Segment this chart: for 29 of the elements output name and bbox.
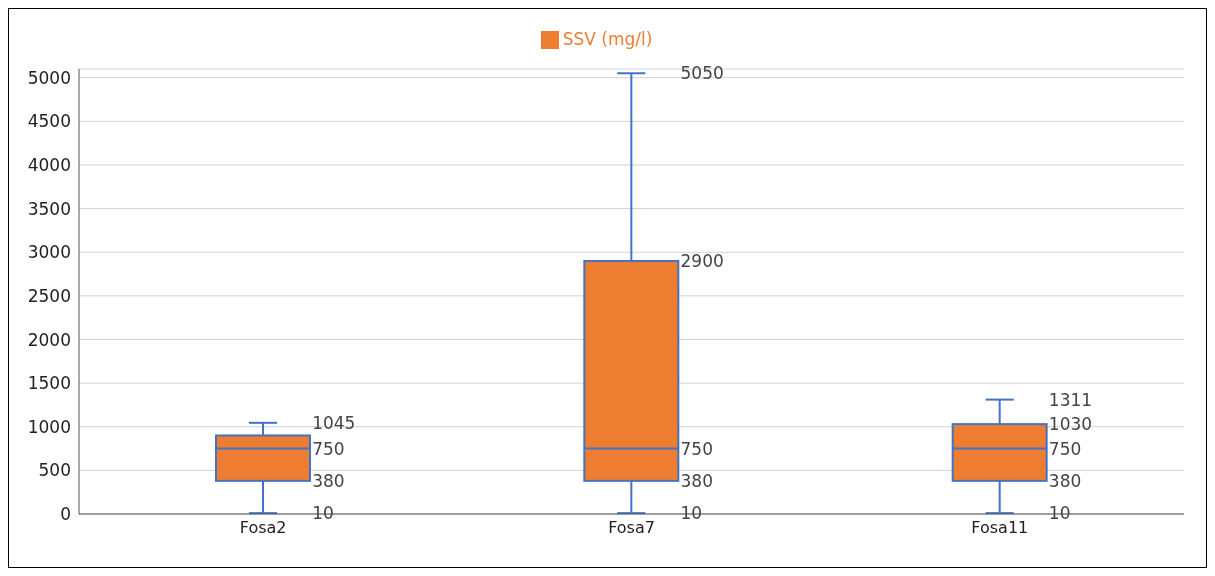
y-tick-label: 0 xyxy=(60,504,71,525)
annotation: 1045 xyxy=(312,412,356,433)
legend-label: SSV (mg/l) xyxy=(562,29,653,49)
annotation: 1311 xyxy=(1048,389,1093,410)
annotation: 380 xyxy=(312,470,345,491)
annotation: 380 xyxy=(680,470,713,491)
x-tick-label: Fosa7 xyxy=(608,518,655,538)
x-tick-label: Fosa11 xyxy=(971,518,1029,538)
y-tick-label: 2500 xyxy=(27,285,71,306)
y-tick-label: 1500 xyxy=(27,373,71,394)
annotation: 10 xyxy=(1048,503,1071,524)
annotation: 5050 xyxy=(680,63,724,84)
annotation: 750 xyxy=(680,438,713,459)
y-tick-label: 2000 xyxy=(27,329,71,350)
annotation: 2900 xyxy=(680,250,724,271)
y-tick-label: 3000 xyxy=(27,242,71,263)
annotation: 750 xyxy=(1048,438,1082,459)
y-tick-label: 5000 xyxy=(27,67,71,88)
annotation: 380 xyxy=(1048,470,1082,491)
y-tick-label: 500 xyxy=(38,460,71,481)
annotation: 10 xyxy=(680,503,703,524)
x-tick-label: Fosa2 xyxy=(239,518,287,538)
annotation: 750 xyxy=(312,438,345,459)
annotation: 10 xyxy=(312,503,334,524)
y-tick-label: 1000 xyxy=(27,416,71,437)
y-tick-label: 3500 xyxy=(27,198,71,219)
annotation: 1030 xyxy=(1048,414,1093,435)
y-tick-label: 4000 xyxy=(27,155,71,176)
y-tick-label: 4500 xyxy=(27,111,71,132)
